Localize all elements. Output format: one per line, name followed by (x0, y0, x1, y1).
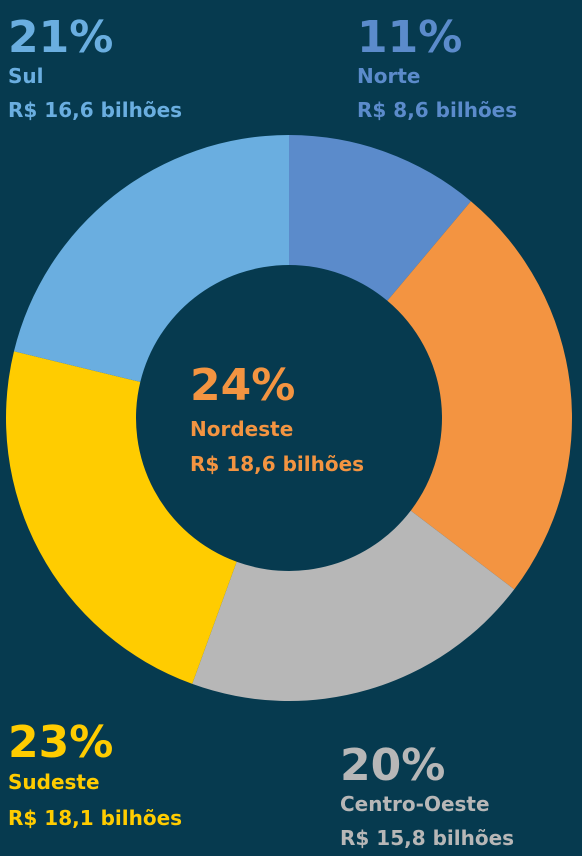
percent-label: 21% (8, 12, 113, 63)
region-label: Norte (357, 64, 420, 88)
region-label: Sul (8, 64, 44, 88)
donut-segment (387, 201, 572, 590)
region-label: Sudeste (8, 770, 100, 794)
percent-label: 23% (8, 717, 113, 768)
amount-label: R$ 8,6 bilhões (357, 98, 517, 122)
percent-label: 24% (190, 360, 295, 411)
donut-segment (5, 351, 237, 684)
amount-label: R$ 18,1 bilhões (8, 806, 182, 830)
donut-segment (13, 135, 290, 382)
region-label: Nordeste (190, 417, 293, 441)
amount-label: R$ 18,6 bilhões (190, 452, 364, 476)
donut-segment (192, 510, 515, 701)
percent-label: 20% (340, 740, 445, 791)
region-label: Centro-Oeste (340, 792, 490, 816)
donut-segment (289, 135, 471, 301)
amount-label: R$ 16,6 bilhões (8, 98, 182, 122)
percent-label: 11% (357, 12, 462, 63)
amount-label: R$ 15,8 bilhões (340, 826, 514, 850)
